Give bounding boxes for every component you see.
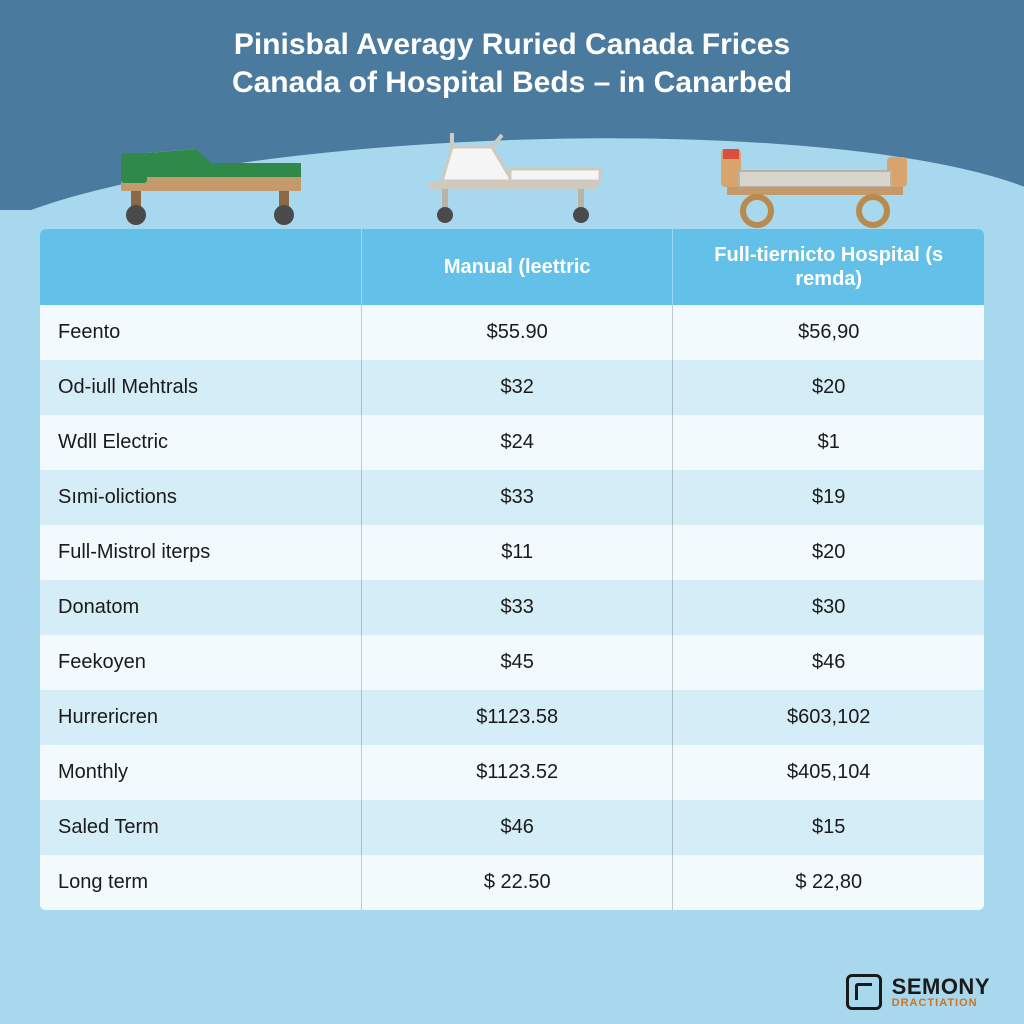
row-value-b: $19 — [672, 470, 984, 525]
page-title: Pinisbal Averagy Ruried Canada Frices Ca… — [0, 0, 1024, 101]
table-row: Wdll Electric$24$1 — [40, 415, 984, 470]
bed-icon-semi-electric — [402, 119, 622, 229]
bed-illustrations — [0, 109, 1024, 229]
table-row: Long term$ 22.50$ 22,80 — [40, 855, 984, 910]
row-label: Long term — [40, 855, 361, 910]
row-label: Wdll Electric — [40, 415, 361, 470]
row-label: Od-iull Mehtrals — [40, 360, 361, 415]
table-row: Donatom$33$30 — [40, 580, 984, 635]
title-line-2: Canada of Hospital Beds – in Canarbed — [0, 64, 1024, 102]
table-row: Feekoyen$45$46 — [40, 635, 984, 690]
brand-name: SEMONY — [892, 976, 990, 998]
row-value-a: $45 — [361, 635, 673, 690]
row-value-a: $11 — [361, 525, 673, 580]
table-header-row: Manual (leettric Full-tiernicto Hospital… — [40, 229, 984, 305]
row-label: Saled Term — [40, 800, 361, 855]
bed-icon-full-electric — [703, 119, 923, 229]
row-value-b: $30 — [672, 580, 984, 635]
row-label: Feento — [40, 305, 361, 360]
row-value-a: $24 — [361, 415, 673, 470]
row-value-a: $1123.52 — [361, 745, 673, 800]
row-value-b: $56,90 — [672, 305, 984, 360]
row-label: Monthly — [40, 745, 361, 800]
table-row: Sımi-olictions$33$19 — [40, 470, 984, 525]
table-header-col-a: Manual (leettric — [361, 229, 673, 305]
table-row: Feento$55.90$56,90 — [40, 305, 984, 360]
row-label: Feekoyen — [40, 635, 361, 690]
row-value-a: $33 — [361, 470, 673, 525]
row-value-b: $1 — [672, 415, 984, 470]
row-label: Sımi-olictions — [40, 470, 361, 525]
price-table: Manual (leettric Full-tiernicto Hospital… — [40, 229, 984, 910]
row-label: Hurrericren — [40, 690, 361, 745]
table-header-empty — [40, 229, 361, 305]
table-header-col-b: Full-tiernicto Hospital (s remda) — [672, 229, 984, 305]
row-label: Full-Mistrol iterps — [40, 525, 361, 580]
row-value-b: $46 — [672, 635, 984, 690]
brand-logo-icon — [846, 974, 882, 1010]
table-row: Monthly$1123.52$405,104 — [40, 745, 984, 800]
table-row: Hurrericren$1123.58$603,102 — [40, 690, 984, 745]
row-value-b: $603,102 — [672, 690, 984, 745]
brand-logo-text: SEMONY DRACTIATION — [892, 976, 990, 1009]
table-row: Full-Mistrol iterps$11$20 — [40, 525, 984, 580]
row-label: Donatom — [40, 580, 361, 635]
title-line-1: Pinisbal Averagy Ruried Canada Frices — [0, 26, 1024, 64]
row-value-b: $405,104 — [672, 745, 984, 800]
row-value-a: $46 — [361, 800, 673, 855]
table-row: Saled Term$46$15 — [40, 800, 984, 855]
row-value-a: $33 — [361, 580, 673, 635]
bed-icon-manual — [101, 119, 321, 229]
row-value-b: $20 — [672, 360, 984, 415]
table-body: Feento$55.90$56,90Od-iull Mehtrals$32$20… — [40, 305, 984, 910]
row-value-a: $1123.58 — [361, 690, 673, 745]
row-value-a: $ 22.50 — [361, 855, 673, 910]
row-value-b: $15 — [672, 800, 984, 855]
brand-tagline: DRACTIATION — [892, 998, 990, 1009]
row-value-b: $ 22,80 — [672, 855, 984, 910]
row-value-a: $32 — [361, 360, 673, 415]
table-row: Od-iull Mehtrals$32$20 — [40, 360, 984, 415]
row-value-a: $55.90 — [361, 305, 673, 360]
brand-logo: SEMONY DRACTIATION — [846, 974, 990, 1010]
row-value-b: $20 — [672, 525, 984, 580]
